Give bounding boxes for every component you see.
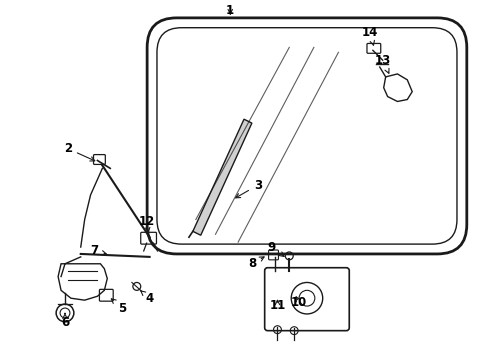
Text: 13: 13 [374,54,391,73]
Text: 12: 12 [139,215,155,232]
Text: 14: 14 [362,26,378,45]
Text: 11: 11 [270,298,286,312]
Text: 2: 2 [64,142,95,161]
Text: 10: 10 [291,296,307,309]
Text: 4: 4 [141,291,154,305]
Text: 1: 1 [226,4,234,18]
Text: 6: 6 [61,314,69,329]
Polygon shape [193,119,252,235]
Text: 3: 3 [236,179,262,198]
Text: 8: 8 [248,257,264,270]
Text: 5: 5 [111,299,126,315]
Text: 9: 9 [268,240,284,256]
Text: 7: 7 [91,244,106,257]
